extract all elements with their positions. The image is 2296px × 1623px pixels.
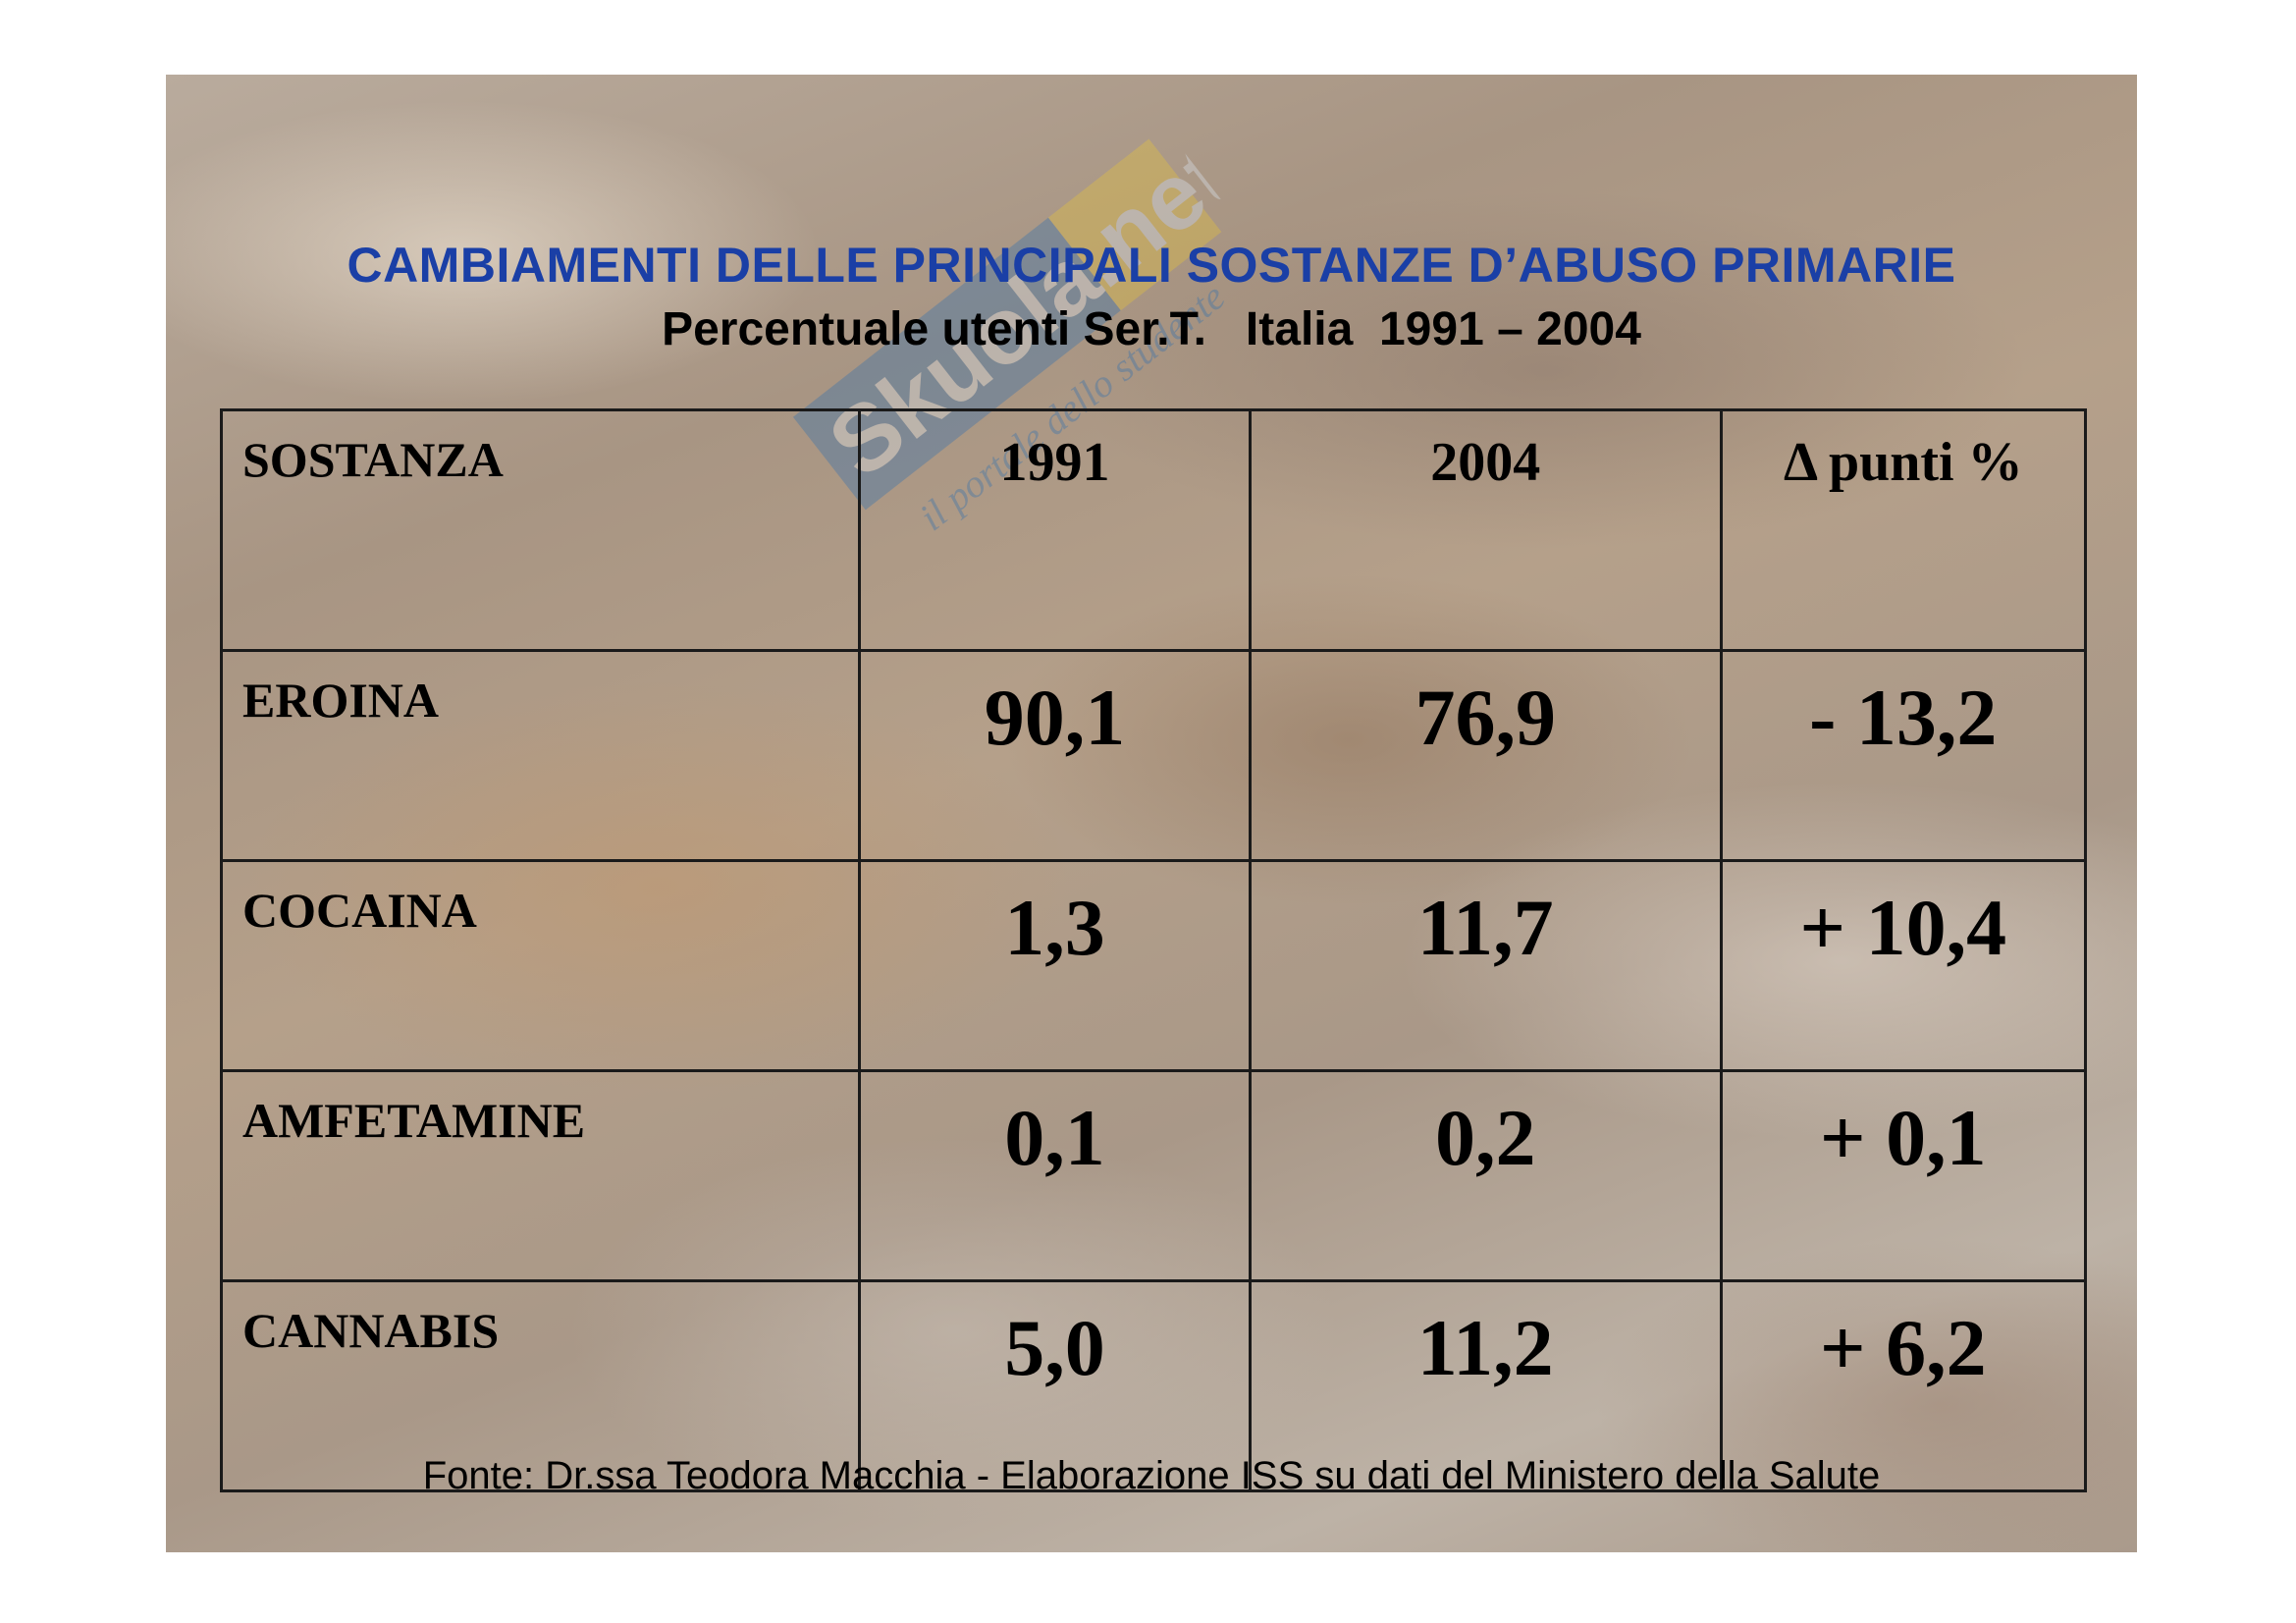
- value-delta: + 6,2: [1819, 1303, 1987, 1392]
- value-1991: 90,1: [984, 673, 1126, 762]
- value-2004: 0,2: [1434, 1093, 1536, 1182]
- table-row: COCAINA 1,3 11,7 + 10,4: [219, 859, 2088, 1072]
- cell-2004: 11,2: [1248, 1279, 1723, 1492]
- substances-table: SOSTANZA 1991 2004 Δ punti % EROINA 90,1…: [219, 408, 2088, 1492]
- substance-label: CANNABIS: [242, 1303, 500, 1358]
- header-1991-label: 1991: [999, 432, 1110, 493]
- cell-2004: 11,7: [1248, 859, 1723, 1072]
- value-1991: 0,1: [1004, 1093, 1105, 1182]
- cell-delta: + 6,2: [1719, 1279, 2088, 1492]
- header-substance-label: SOSTANZA: [242, 432, 504, 487]
- cell-delta: + 0,1: [1719, 1069, 2088, 1282]
- value-2004: 11,7: [1416, 883, 1554, 972]
- cell-substance: COCAINA: [219, 859, 862, 1072]
- header-delta: Δ punti %: [1719, 408, 2088, 652]
- header-2004: 2004: [1248, 408, 1723, 652]
- value-2004: 11,2: [1416, 1303, 1554, 1392]
- value-delta: + 10,4: [1799, 883, 2007, 972]
- value-1991: 5,0: [1004, 1303, 1105, 1392]
- cell-2004: 0,2: [1248, 1069, 1723, 1282]
- cell-1991: 1,3: [858, 859, 1252, 1072]
- header-1991: 1991: [858, 408, 1252, 652]
- value-delta: + 0,1: [1819, 1093, 1987, 1182]
- source-note: Fonte: Dr.ssa Teodora Macchia - Elaboraz…: [422, 1454, 1881, 1497]
- cell-1991: 0,1: [858, 1069, 1252, 1282]
- cell-substance: AMFETAMINE: [219, 1069, 862, 1282]
- value-2004: 76,9: [1415, 673, 1556, 762]
- cell-1991: 5,0: [858, 1279, 1252, 1492]
- cell-substance: CANNABIS: [219, 1279, 862, 1492]
- slide: Skuola.net il portale dello studente CAM…: [166, 75, 2137, 1552]
- cell-delta: + 10,4: [1719, 859, 2088, 1072]
- value-1991: 1,3: [1004, 883, 1105, 972]
- table-row: AMFETAMINE 0,1 0,2 + 0,1: [219, 1069, 2088, 1282]
- cell-delta: - 13,2: [1719, 649, 2088, 862]
- substance-label: AMFETAMINE: [242, 1093, 586, 1148]
- substance-label: EROINA: [242, 673, 440, 728]
- table-header-row: SOSTANZA 1991 2004 Δ punti %: [219, 408, 2088, 652]
- cell-substance: EROINA: [219, 649, 862, 862]
- table-row: EROINA 90,1 76,9 - 13,2: [219, 649, 2088, 862]
- cell-2004: 76,9: [1248, 649, 1723, 862]
- slide-subtitle: Percentuale utenti Ser.T. Italia 1991 – …: [662, 303, 1641, 355]
- cell-1991: 90,1: [858, 649, 1252, 862]
- header-substance: SOSTANZA: [219, 408, 862, 652]
- header-delta-label: Δ punti %: [1783, 432, 2023, 493]
- value-delta: - 13,2: [1809, 673, 1998, 762]
- substance-label: COCAINA: [242, 883, 477, 938]
- slide-title: CAMBIAMENTI DELLE PRINCIPALI SOSTANZE D’…: [347, 238, 1956, 293]
- table-row: CANNABIS 5,0 11,2 + 6,2: [219, 1279, 2088, 1492]
- header-2004-label: 2004: [1430, 432, 1541, 493]
